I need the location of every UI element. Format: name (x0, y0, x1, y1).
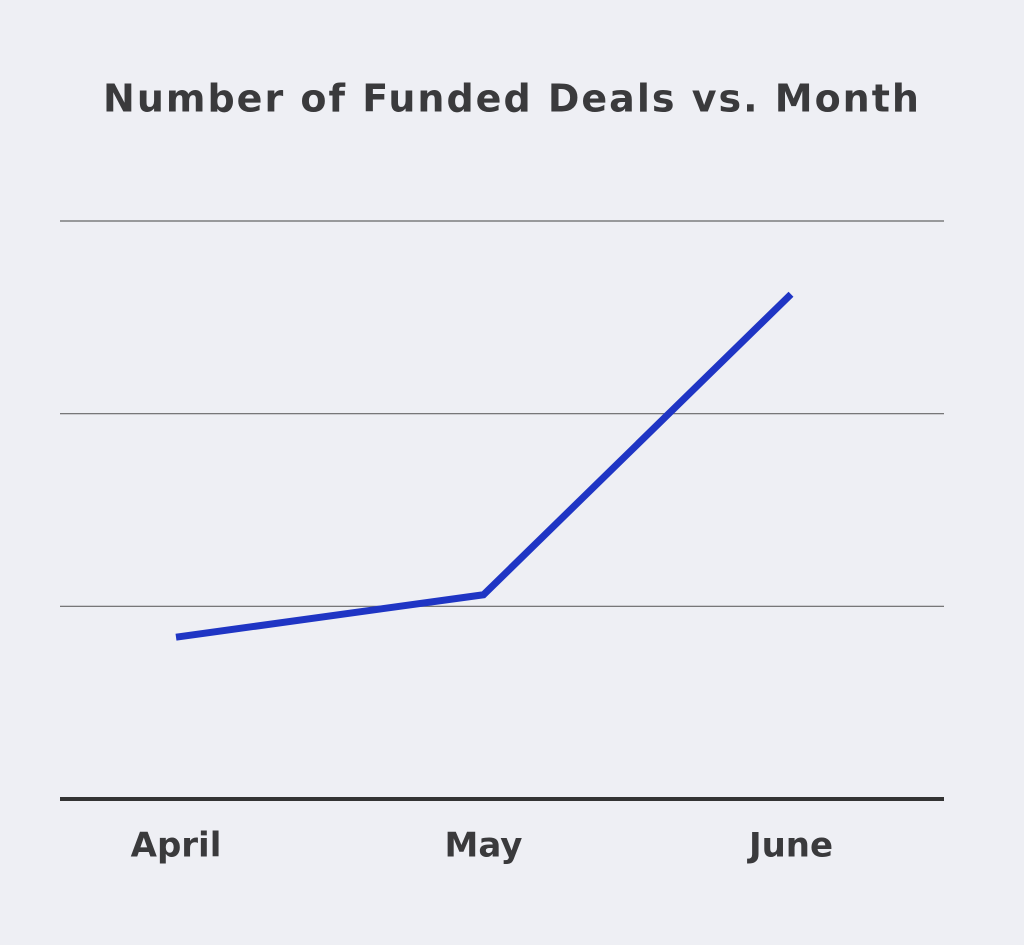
x-tick-label: June (747, 826, 833, 866)
chart-title: Number of Funded Deals vs. Month (103, 77, 921, 121)
data-line (175, 291, 794, 641)
x-tick-label: May (445, 826, 523, 866)
x-tick-label: April (131, 826, 222, 866)
